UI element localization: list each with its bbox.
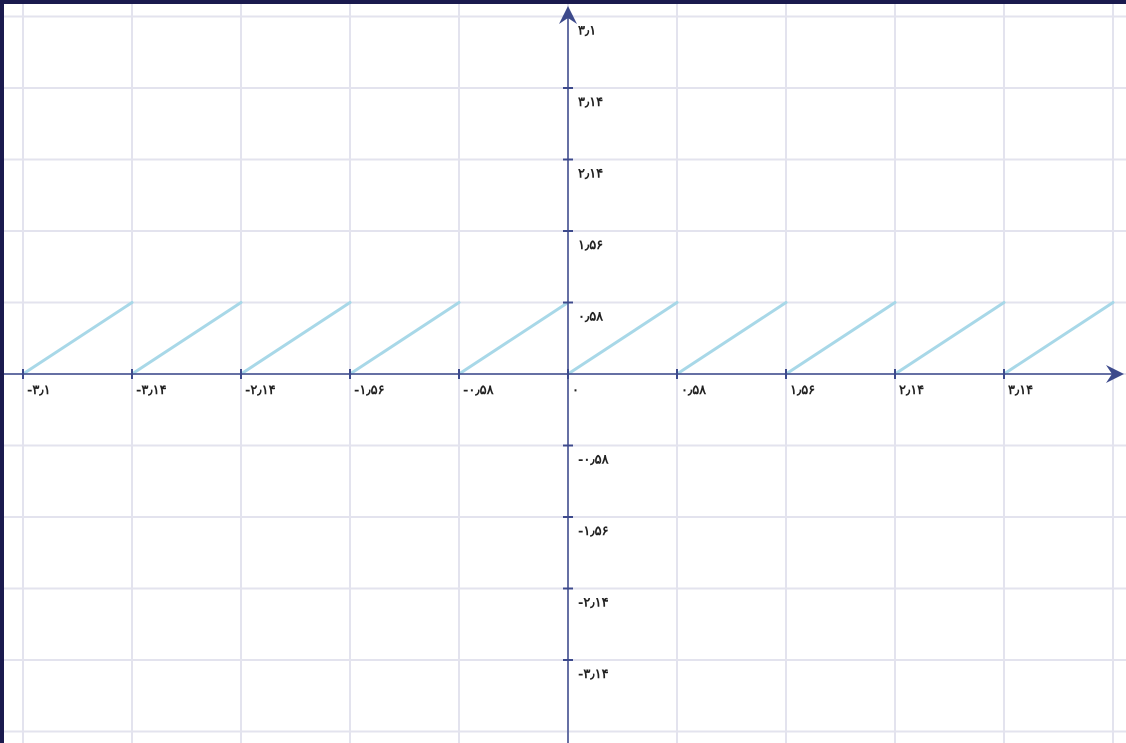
y-tick-label: ۰٫۵۸ bbox=[578, 310, 604, 325]
sawtooth-segment bbox=[566, 301, 679, 376]
sawtooth-segment bbox=[21, 301, 134, 376]
y-tick-label: -۳٫۱۴ bbox=[578, 667, 609, 682]
x-tick-label: ۳٫۱۴ bbox=[1008, 383, 1033, 398]
tick-labels: -۳٫۱ -۳٫۱۴ -۲٫۱۴ -۱٫۵۶ -۰٫۵۸ ۰ ۰٫۵۸ ۱٫۵۶ ۲٫۱۴ ۳٫۱… bbox=[27, 24, 1033, 683]
x-tick-label: ۱٫۵۶ bbox=[790, 383, 815, 398]
y-tick-label: -۱٫۵۶ bbox=[578, 524, 609, 539]
x-tick-label: -۳٫۱۴ bbox=[136, 383, 167, 398]
sawtooth-segment bbox=[675, 301, 788, 376]
x-axis-arrow bbox=[1106, 365, 1124, 383]
y-tick-label: -۰٫۵۸ bbox=[578, 453, 610, 468]
axes bbox=[4, 6, 1124, 743]
sawtooth-segment bbox=[457, 301, 570, 376]
x-tick-label: -۱٫۵۶ bbox=[354, 383, 385, 398]
y-tick-label: ۳٫۱ bbox=[578, 24, 596, 39]
x-tick-label: ۰ bbox=[572, 383, 579, 398]
sawtooth-segment bbox=[239, 301, 352, 376]
sawtooth-segment bbox=[784, 301, 897, 376]
y-axis-arrow bbox=[559, 6, 577, 24]
x-tick-label: ۲٫۱۴ bbox=[899, 383, 924, 398]
y-tick-label: ۳٫۱۴ bbox=[578, 95, 603, 110]
sawtooth-segment bbox=[348, 301, 461, 376]
x-tick-label: ۰٫۵۸ bbox=[681, 383, 707, 398]
x-tick-label: -۲٫۱۴ bbox=[245, 383, 276, 398]
x-tick-label: -۰٫۵۸ bbox=[463, 383, 495, 398]
sawtooth-segment bbox=[893, 301, 1006, 376]
x-tick-label: -۳٫۱ bbox=[27, 383, 51, 398]
series bbox=[21, 301, 1115, 376]
y-tick-label: ۲٫۱۴ bbox=[578, 167, 603, 182]
sawtooth-plot: -۳٫۱ -۳٫۱۴ -۲٫۱۴ -۱٫۵۶ -۰٫۵۸ ۰ ۰٫۵۸ ۱٫۵۶ ۲٫۱۴ ۳٫۱… bbox=[4, 4, 1126, 743]
y-tick-label: ۱٫۵۶ bbox=[578, 238, 603, 253]
sawtooth-segment bbox=[1002, 301, 1115, 376]
y-tick-label: -۲٫۱۴ bbox=[578, 596, 609, 611]
sawtooth-segment bbox=[130, 301, 243, 376]
